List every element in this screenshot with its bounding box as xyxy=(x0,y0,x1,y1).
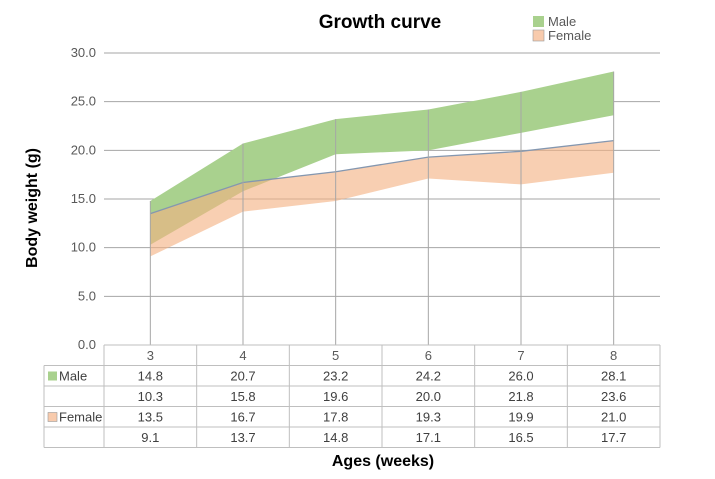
x-tick-label: 5 xyxy=(332,348,339,363)
data-label: 20.7 xyxy=(230,369,255,384)
data-label: 14.8 xyxy=(323,430,348,445)
legend-swatch-female xyxy=(532,29,545,42)
x-tick-label: 7 xyxy=(517,348,524,363)
y-tick-label: 5.0 xyxy=(78,288,96,303)
data-label: 17.1 xyxy=(416,430,441,445)
legend-label-female: Female xyxy=(548,28,591,43)
data-label: 17.8 xyxy=(323,410,348,425)
x-tick-label: 6 xyxy=(425,348,432,363)
data-label: 21.0 xyxy=(601,410,626,425)
x-tick-label: 8 xyxy=(610,348,617,363)
data-label: 19.6 xyxy=(323,389,348,404)
data-label: 15.8 xyxy=(230,389,255,404)
female-upper-line xyxy=(150,139,614,215)
data-label: 28.1 xyxy=(601,369,626,384)
band-male xyxy=(150,71,614,245)
data-label: 23.2 xyxy=(323,369,348,384)
data-label: 10.3 xyxy=(138,389,163,404)
y-tick-labels: 0.0 5.0 10.0 15.0 20.0 25.0 30.0 xyxy=(71,45,96,352)
data-label: 9.1 xyxy=(141,430,159,445)
data-bands xyxy=(150,71,614,257)
data-label: 14.8 xyxy=(138,369,163,384)
data-label: 13.7 xyxy=(230,430,255,445)
band-female xyxy=(150,140,614,257)
data-label: 20.0 xyxy=(416,389,441,404)
legend-swatch-male xyxy=(533,16,544,27)
chart-title: Growth curve xyxy=(319,12,441,33)
table-legend-swatch-male xyxy=(48,371,57,381)
data-label: 16.5 xyxy=(508,430,533,445)
y-tick-label: 0.0 xyxy=(78,337,96,352)
data-label: 24.2 xyxy=(416,369,441,384)
legend-label-male: Male xyxy=(548,14,576,29)
y-tick-label: 25.0 xyxy=(71,94,96,109)
y-tick-label: 20.0 xyxy=(71,142,96,157)
category-lines xyxy=(149,71,615,345)
y-tick-label: 10.0 xyxy=(71,240,96,255)
table-row-label-female: Female xyxy=(59,410,102,425)
table-legend-swatch-female xyxy=(47,412,58,422)
data-label: 16.7 xyxy=(230,410,255,425)
legend: Male Female xyxy=(532,14,591,43)
x-tick-label: 4 xyxy=(239,348,246,363)
data-label: 17.7 xyxy=(601,430,626,445)
y-axis-title: Body weight (g) xyxy=(24,148,41,268)
data-label: 19.9 xyxy=(508,410,533,425)
data-label: 13.5 xyxy=(138,410,163,425)
y-tick-label: 15.0 xyxy=(71,191,96,206)
table-row-label-male: Male xyxy=(59,369,87,384)
data-label: 23.6 xyxy=(601,389,626,404)
data-label: 19.3 xyxy=(416,410,441,425)
x-axis-title: Ages (weeks) xyxy=(332,453,434,470)
data-label: 21.8 xyxy=(508,389,533,404)
x-tick-label: 3 xyxy=(147,348,154,363)
y-tick-label: 30.0 xyxy=(71,45,96,60)
data-label: 26.0 xyxy=(508,369,533,384)
data-table: 3 4 5 6 7 8 Male 14.8 20.7 23.2 24.2 26.0 28.1 10.3 15… xyxy=(43,344,661,448)
